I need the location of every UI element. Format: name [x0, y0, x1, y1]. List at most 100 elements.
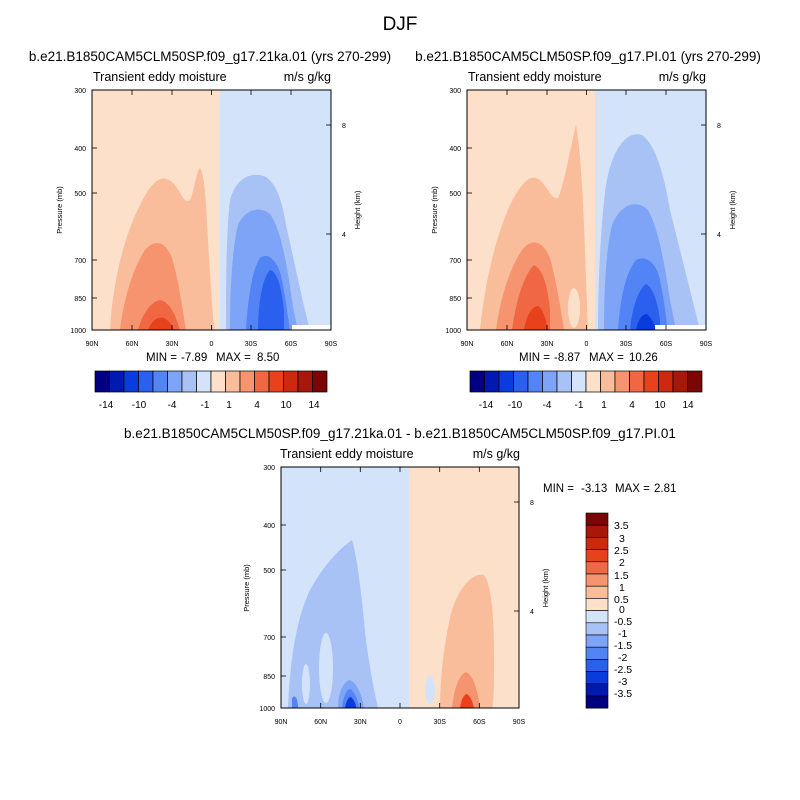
contour-fill-positive-0.5-1 — [440, 574, 494, 708]
contour-fill-negative-0-0.5 — [425, 676, 435, 704]
colorbar-labels: 3.5 3 2.5 2 1.5 1 0.5 0 -0.5 -1 -1.5 -2 … — [614, 520, 632, 700]
contour-fill-negative-2-2.5 — [345, 697, 356, 708]
colorbar-label: 2 — [619, 557, 625, 569]
colorbar-box — [600, 370, 616, 393]
stat-max-value: 8.50 — [257, 352, 279, 364]
y-tick-label: 500 — [449, 191, 461, 198]
colorbar-box — [556, 370, 572, 393]
y-tick-label: 1000 — [259, 706, 275, 713]
stat-min-value: -8.87 — [554, 352, 580, 364]
x-tick-label: 30S — [620, 341, 633, 348]
colorbar-label: 10 — [280, 400, 292, 411]
colorbar-label: 14 — [682, 400, 694, 411]
stat-max-value: 2.81 — [654, 483, 676, 495]
colorbar-box — [297, 370, 313, 393]
colorbar-label: -2 — [618, 652, 627, 664]
stat-max-label: MAX = — [216, 352, 251, 364]
colorbar-box — [585, 561, 609, 575]
x-tick-label: 90S — [325, 341, 338, 348]
colorbar-box — [585, 610, 609, 624]
colorbar-box — [585, 585, 609, 599]
figure-title: DJF — [383, 14, 418, 35]
colorbar-box — [687, 370, 703, 393]
panel-title: b.e21.B1850CAM5CLM50SP.f09_g17.21ka.01 (… — [29, 49, 391, 64]
y2-tick-label: 8 — [530, 500, 534, 507]
y-tick-label: 850 — [263, 674, 275, 681]
x-tick-label: 90S — [513, 719, 526, 726]
colorbar-box — [469, 370, 485, 393]
x-tick-labels: 90N 60N 30N 0 30S 60S 90S — [275, 719, 526, 726]
y-tick-label: 500 — [74, 191, 86, 198]
colorbar-box — [94, 370, 110, 393]
right-string: m/s g/kg — [473, 447, 520, 461]
y-tick-label: 400 — [74, 146, 86, 153]
y2-axis-label: Height (km) — [353, 190, 362, 229]
contour-fill-positive-1.5-2 — [460, 694, 474, 708]
colorbar-label: -10 — [508, 400, 523, 411]
x-tick-label: 0 — [210, 341, 214, 348]
colorbar-box — [585, 646, 609, 660]
panel-pi: b.e21.B1850CAM5CLM50SP.f09_g17.PI.01 (yr… — [415, 49, 761, 411]
panel-21ka: b.e21.B1850CAM5CLM50SP.f09_g17.21ka.01 (… — [29, 49, 391, 411]
y-tick-labels: 300 400 500 700 850 1000 — [259, 465, 275, 713]
stats-label: MIN = -7.89 MAX = 8.50 — [146, 352, 279, 364]
colorbar-box — [658, 370, 674, 393]
contour-fill-positive-1-1.5 — [452, 672, 480, 708]
contour-fill-positive-10-14 — [524, 306, 548, 330]
colorbar-box — [167, 370, 183, 393]
colorbar-box — [585, 671, 609, 685]
y-tick-label: 400 — [263, 523, 275, 530]
colorbar-label: 1 — [619, 582, 625, 594]
x-tick-label: 60S — [660, 341, 673, 348]
y2-axis-label: Height (km) — [728, 190, 737, 229]
y2-axis-label: Height (km) — [541, 568, 550, 607]
x-tick-label: 90S — [700, 341, 713, 348]
x-tick-labels: 90N 60N 30N 0 30S 60S 90S — [461, 341, 713, 348]
colorbar-label: 14 — [308, 400, 320, 411]
right-string: m/s g/kg — [284, 70, 331, 84]
colorbar-box — [138, 370, 154, 393]
y-axis-label: Pressure (mb) — [55, 186, 64, 234]
right-string: m/s g/kg — [659, 70, 706, 84]
y-tick-label: 1000 — [70, 328, 86, 335]
y-tick-label: 300 — [449, 88, 461, 95]
colorbar-label: -4 — [168, 400, 177, 411]
colorbar-box — [498, 370, 514, 393]
left-string: Transient eddy moisture — [280, 447, 414, 461]
colorbar-label: 0 — [619, 604, 625, 616]
y2-tick-label: 8 — [342, 123, 346, 130]
y2-tick-labels: 8 4 — [530, 500, 534, 616]
colorbar-labels: -14 -10 -4 -1 1 4 10 14 — [99, 400, 320, 411]
colorbar-box — [585, 524, 609, 538]
colorbar-box — [585, 622, 609, 636]
panel-difference: b.e21.B1850CAM5CLM50SP.f09_g17.21ka.01 -… — [124, 426, 676, 726]
y-tick-label: 850 — [74, 296, 86, 303]
y2-tick-label: 4 — [342, 232, 346, 239]
contour-fill-negative-0-0.5 — [302, 664, 310, 704]
y-axis-label: Pressure (mb) — [242, 564, 251, 612]
left-string: Transient eddy moisture — [93, 70, 227, 84]
colorbar-box — [585, 370, 601, 393]
y-tick-labels: 300 400 500 700 850 1000 — [70, 88, 86, 335]
contour-fill-positive-10-14 — [148, 317, 174, 330]
x-tick-label: 60N — [501, 341, 514, 348]
colorbar-label: 10 — [654, 400, 666, 411]
y-tick-label: 1000 — [445, 328, 461, 335]
colorbar-box — [109, 370, 125, 393]
colorbar-box — [571, 370, 587, 393]
x-tick-label: 60S — [473, 719, 486, 726]
y-axis-label: Pressure (mb) — [430, 186, 439, 234]
y-tick-label: 300 — [74, 88, 86, 95]
colorbar-label: 3.5 — [614, 520, 629, 532]
y2-tick-label: 8 — [717, 123, 721, 130]
colorbar-label: 1 — [226, 400, 232, 411]
colorbar-boxes — [469, 370, 703, 393]
colorbar-box — [181, 370, 197, 393]
contour-fill-negative-10-14 — [636, 314, 656, 330]
colorbar-box — [542, 370, 558, 393]
colorbar-boxes — [585, 512, 609, 709]
colorbar-box — [585, 537, 609, 550]
colorbar-box — [484, 370, 500, 393]
x-tick-labels: 90N 60N 30N 0 30S 60S 90S — [86, 341, 338, 348]
